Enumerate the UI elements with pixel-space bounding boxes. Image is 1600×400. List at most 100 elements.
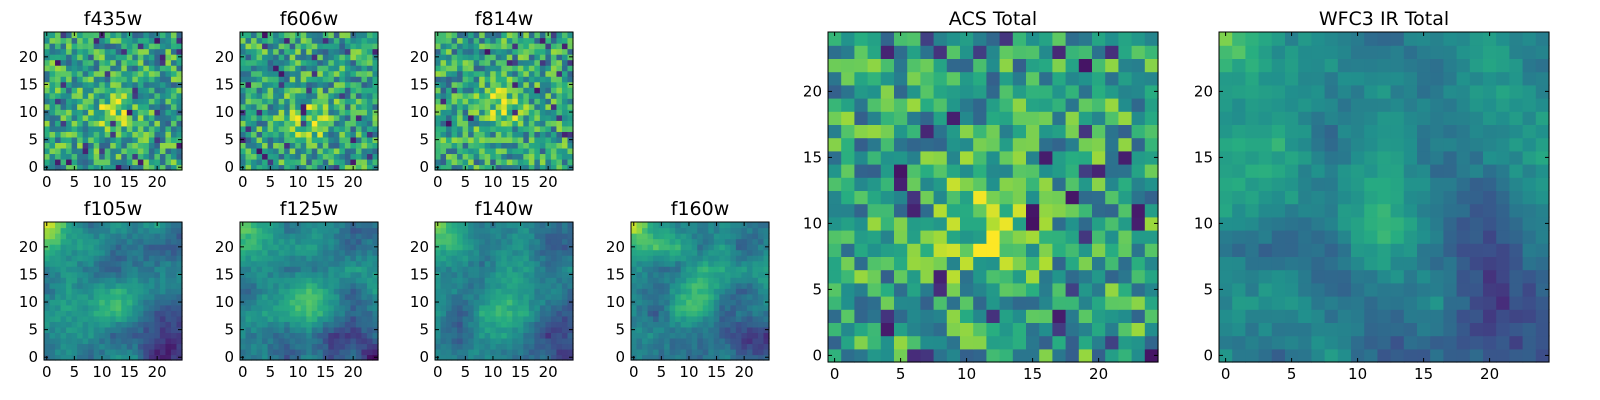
heatmap-cell — [719, 337, 726, 345]
heatmap-cell — [933, 164, 948, 178]
heatmap-cell — [691, 249, 698, 256]
heatmap-cell — [350, 103, 357, 110]
heatmap-cell — [126, 337, 133, 345]
x-tick-label: 0 — [238, 173, 248, 191]
heatmap-cell — [473, 87, 480, 94]
heatmap-cell — [708, 260, 715, 267]
heatmap-cell — [66, 233, 73, 240]
heatmap-cell — [289, 299, 296, 306]
heatmap-cell — [735, 288, 742, 295]
heatmap-cell — [907, 256, 921, 271]
heatmap-cell — [435, 153, 442, 160]
heatmap-cell — [322, 244, 329, 251]
heatmap-cell — [49, 244, 56, 251]
heatmap-cell — [148, 125, 155, 132]
heatmap-cell — [435, 147, 442, 155]
heatmap-cell — [999, 309, 1014, 323]
heatmap-cell — [946, 164, 961, 178]
heatmap-cell — [262, 98, 269, 105]
x-tick-label: 10 — [92, 173, 111, 191]
heatmap-cell — [306, 271, 313, 278]
heatmap-cell — [143, 332, 150, 339]
heatmap-cell — [110, 92, 117, 99]
heatmap-cell — [880, 164, 895, 178]
heatmap-cell — [88, 282, 95, 289]
heatmap-cell — [501, 304, 508, 311]
heatmap-cell — [240, 321, 247, 328]
heatmap-cell — [451, 43, 458, 50]
heatmap-cell — [631, 321, 638, 328]
heatmap-cell — [746, 266, 754, 273]
heatmap-cell — [534, 37, 541, 44]
heatmap-cell — [1092, 256, 1106, 271]
heatmap-cell — [1039, 296, 1053, 310]
heatmap-cell — [121, 136, 128, 143]
heatmap-cell — [333, 87, 340, 94]
heatmap-cell — [567, 304, 574, 311]
heatmap-cell — [350, 282, 357, 289]
heatmap-cell — [121, 293, 128, 300]
heatmap-cell — [322, 343, 329, 350]
heatmap-cell — [933, 230, 948, 244]
heatmap-cell — [66, 48, 73, 55]
heatmap-cell — [933, 150, 948, 165]
heatmap-cell — [104, 120, 111, 127]
heatmap-cell — [1144, 164, 1159, 178]
heatmap-cell — [702, 315, 709, 322]
heatmap-cell — [121, 354, 128, 361]
heatmap-cell — [77, 354, 84, 361]
heatmap-cell — [99, 114, 106, 121]
heatmap-cell — [300, 81, 307, 88]
heatmap-cell — [165, 271, 172, 278]
heatmap-cell — [322, 233, 329, 240]
heatmap-cell — [713, 293, 720, 300]
heatmap-cell — [306, 299, 313, 306]
heatmap-cell — [121, 238, 128, 245]
heatmap-cell — [446, 337, 453, 345]
heatmap-cell — [1065, 230, 1080, 244]
heatmap-cell — [295, 65, 302, 72]
heatmap-cell — [446, 87, 453, 94]
heatmap-cell — [300, 98, 307, 105]
heatmap-cell — [344, 109, 351, 116]
heatmap-cell — [154, 70, 161, 77]
heatmap-cell — [534, 81, 541, 88]
heatmap-cell — [278, 354, 285, 361]
heatmap-cell — [49, 288, 56, 295]
heatmap-cell — [894, 348, 908, 363]
heatmap-cell — [104, 59, 111, 66]
heatmap-cell — [1012, 177, 1027, 191]
heatmap-cell — [512, 337, 519, 345]
heatmap-cell — [93, 343, 100, 350]
heatmap-cell — [457, 332, 464, 339]
heatmap-cell — [60, 304, 67, 311]
heatmap-cell — [267, 260, 274, 267]
heatmap-cell — [446, 158, 453, 166]
heatmap-cell — [763, 238, 770, 245]
heatmap-cell — [82, 277, 89, 284]
heatmap-cell — [317, 282, 324, 289]
heatmap-cell — [495, 321, 502, 328]
heatmap-cell — [143, 81, 150, 88]
heatmap-cell — [763, 321, 770, 328]
heatmap-cell — [752, 260, 759, 267]
heatmap-cell — [867, 164, 882, 178]
heatmap-cell — [115, 332, 122, 339]
heatmap-cell — [372, 227, 379, 234]
heatmap-cell — [355, 222, 363, 229]
heatmap-cell — [148, 153, 155, 160]
heatmap-cell — [126, 266, 133, 273]
heatmap-cell — [267, 103, 274, 110]
heatmap-cell — [121, 109, 128, 116]
heatmap-cell — [523, 109, 530, 116]
heatmap-cell — [311, 233, 318, 240]
heatmap-cell — [473, 348, 480, 356]
heatmap-cell — [289, 92, 296, 99]
heatmap-cell — [435, 304, 442, 311]
heatmap-cell — [473, 222, 480, 229]
heatmap-cell — [556, 354, 563, 361]
heatmap-cell — [99, 299, 106, 306]
heatmap-cell — [110, 299, 117, 306]
heatmap-cell — [361, 227, 368, 234]
heatmap-cell — [115, 70, 122, 77]
